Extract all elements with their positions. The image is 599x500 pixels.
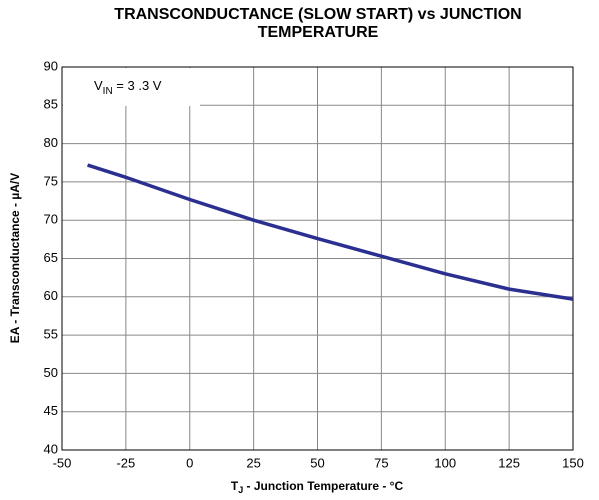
y-tick-label: 55 (44, 327, 58, 342)
x-tick-label: 125 (498, 455, 520, 470)
y-tick-label: 50 (44, 365, 58, 380)
annotation-sub: IN (103, 86, 113, 97)
y-tick-label: 80 (44, 135, 58, 150)
data-line (87, 163, 574, 301)
plot-frame (61, 66, 574, 451)
x-tick-label: 25 (246, 455, 260, 470)
x-tick-label: -25 (116, 455, 135, 470)
annotation-rest: = 3 .3 V (113, 78, 162, 93)
annotation: VIN = 3 .3 V (94, 78, 162, 96)
annotation-box (63, 68, 200, 106)
annotation-main: V (94, 78, 103, 93)
x-tick-label: 0 (186, 455, 193, 470)
x-tick-label: -50 (53, 455, 72, 470)
y-tick-label: 45 (44, 403, 58, 418)
y-tick-label: 85 (44, 97, 58, 112)
x-label-rest: - Junction Temperature - °C (243, 479, 403, 493)
y-axis-label: EA - Transconductance - µA/V (8, 173, 22, 344)
x-label-main: T (231, 479, 239, 493)
x-axis-label: TJ - Junction Temperature - °C (231, 479, 404, 495)
y-tick-label: 70 (44, 212, 58, 227)
x-tick-label: 50 (310, 455, 324, 470)
chart-title: TRANSCONDUCTANCE (SLOW START) vs JUNCTIO… (114, 6, 522, 41)
x-label-sub: J (238, 485, 243, 495)
y-tick-label: 40 (44, 441, 58, 456)
y-tick-label: 65 (44, 250, 58, 265)
y-tick-label: 60 (44, 288, 58, 303)
y-tick-label: 75 (44, 173, 58, 188)
x-tick-label: 75 (374, 455, 388, 470)
x-tick-label: 150 (562, 455, 584, 470)
x-tick-label: 100 (434, 455, 456, 470)
y-tick-label: 90 (44, 58, 58, 73)
